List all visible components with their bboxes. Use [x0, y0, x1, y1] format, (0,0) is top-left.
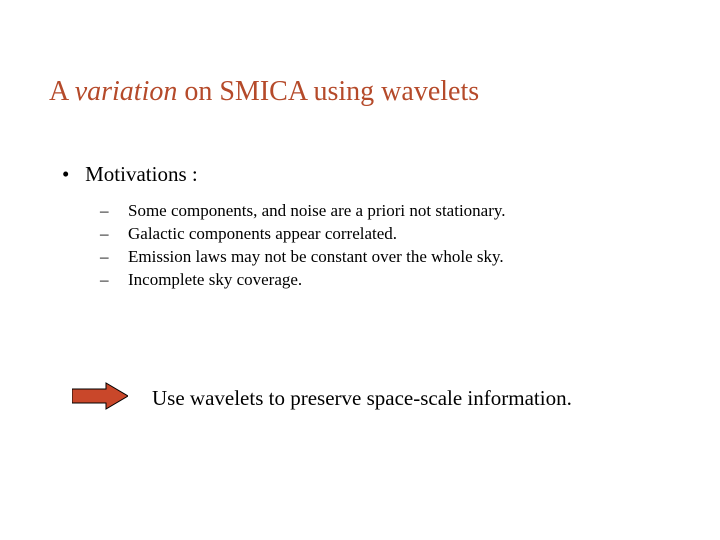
conclusion-text: Use wavelets to preserve space-scale inf…	[152, 386, 572, 411]
list-item: –Incomplete sky coverage.	[100, 269, 506, 292]
bullet-text: Motivations :	[85, 162, 198, 186]
list-item: –Galactic components appear correlated.	[100, 223, 506, 246]
title-italic: variation	[75, 76, 178, 107]
sub-bullet-marker: –	[100, 200, 128, 223]
motivations-bullet: • Motivations :	[62, 162, 198, 187]
sub-bullet-list: –Some components, and noise are a priori…	[100, 200, 506, 292]
sub-bullet-marker: –	[100, 246, 128, 269]
list-item: –Emission laws may not be constant over …	[100, 246, 506, 269]
sub-bullet-text: Emission laws may not be constant over t…	[128, 247, 504, 266]
sub-bullet-text: Incomplete sky coverage.	[128, 270, 302, 289]
arrow-shape	[72, 383, 128, 409]
sub-bullet-marker: –	[100, 269, 128, 292]
arrow-icon	[72, 381, 128, 411]
title-part1: A	[49, 76, 75, 107]
title-part2: on SMICA using wavelets	[177, 76, 479, 107]
sub-bullet-marker: –	[100, 223, 128, 246]
bullet-marker: •	[62, 162, 69, 186]
slide-title: A variation on SMICA using wavelets	[49, 76, 479, 108]
sub-bullet-text: Galactic components appear correlated.	[128, 224, 397, 243]
sub-bullet-text: Some components, and noise are a priori …	[128, 201, 506, 220]
list-item: –Some components, and noise are a priori…	[100, 200, 506, 223]
